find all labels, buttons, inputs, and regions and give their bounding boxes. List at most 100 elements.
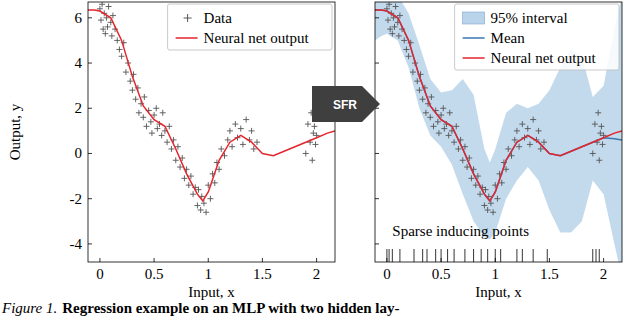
x-tick-label: 1 — [205, 266, 213, 282]
data-point — [403, 46, 409, 52]
y-tick — [375, 17, 379, 18]
x-tick — [386, 258, 387, 262]
data-point — [453, 123, 459, 129]
inducing-point — [522, 249, 523, 262]
data-point — [385, 17, 391, 23]
data-point — [127, 78, 133, 84]
y-axis-label: Output, y — [7, 103, 23, 160]
data-point — [596, 157, 602, 163]
data-point — [455, 146, 461, 152]
x-tick-label: 0 — [96, 266, 104, 282]
data-point — [133, 96, 139, 102]
x-tick — [154, 258, 155, 262]
data-point — [149, 130, 155, 136]
data-point — [488, 200, 494, 206]
x-tick-label: 0.5 — [432, 266, 451, 282]
data-point — [311, 123, 317, 129]
inducing-point — [464, 249, 465, 262]
data-point — [440, 105, 446, 111]
plot-area — [375, 2, 622, 262]
x-tick — [208, 258, 209, 262]
inducing-point — [454, 249, 455, 262]
inducing-point — [599, 249, 600, 262]
x-tick-label: 1.5 — [540, 266, 559, 282]
data-point — [389, 31, 395, 37]
frame — [375, 2, 622, 262]
x-axis-label: Input, x — [188, 284, 235, 300]
x-tick-label: 0 — [383, 266, 391, 282]
data-point — [447, 110, 453, 116]
line — [88, 10, 335, 201]
data-point — [129, 87, 135, 93]
legend-line — [463, 37, 485, 39]
data-point — [98, 17, 104, 23]
data-point — [238, 126, 244, 132]
legend-label: Data — [204, 10, 233, 26]
x-tick — [549, 258, 550, 262]
inducing-point — [392, 249, 393, 262]
data-point — [436, 130, 442, 136]
data-point — [240, 141, 246, 147]
arrow-label: SFR — [333, 98, 357, 112]
data-point — [396, 33, 402, 39]
y-tick — [88, 63, 92, 64]
data-point — [254, 139, 260, 145]
y-tick-label: 2 — [75, 100, 83, 116]
figure: 00.511.52-4-20246Input, xOutput, yDataNe… — [0, 0, 640, 317]
data-point — [406, 53, 412, 59]
data-point — [144, 123, 150, 129]
data-point — [595, 110, 601, 116]
data-point — [106, 4, 112, 10]
y-tick — [88, 17, 92, 18]
data-point — [243, 117, 249, 123]
y-tick-label: -2 — [70, 191, 83, 207]
x-tick-label: 1.5 — [253, 266, 272, 282]
data-point — [519, 121, 525, 127]
data-point — [218, 146, 224, 152]
data-point — [198, 207, 204, 213]
x-tick — [262, 258, 263, 262]
x-tick — [495, 258, 496, 262]
data-point — [386, 2, 392, 7]
data-point — [393, 4, 399, 10]
inducing-point — [389, 249, 390, 262]
inducing-point — [427, 249, 428, 262]
inducing-point — [414, 249, 415, 262]
caption-text: Regression example on an MLP with two hi… — [62, 300, 399, 316]
y-tick-label: -4 — [70, 236, 83, 252]
data-point — [481, 202, 487, 208]
data-point — [516, 144, 522, 150]
y-tick — [88, 243, 92, 244]
data-point — [249, 128, 255, 134]
data-point — [166, 123, 172, 129]
data-point — [181, 175, 187, 181]
data-point — [119, 53, 125, 59]
legend-label: Neural net output — [204, 30, 310, 46]
data-point — [494, 196, 500, 202]
inducing-point — [500, 249, 501, 262]
data-point — [527, 141, 533, 147]
x-tick — [441, 258, 442, 262]
data-point — [490, 209, 496, 215]
inducing-point — [435, 249, 436, 262]
data-point — [477, 191, 483, 197]
caption: Figure 1.Regression example on an MLP wi… — [1, 300, 400, 316]
data-point — [485, 207, 491, 213]
data-point — [431, 123, 437, 129]
inducing-point — [399, 249, 400, 262]
inducing-point — [487, 249, 488, 262]
data-point — [99, 2, 105, 7]
data-point — [303, 150, 309, 156]
data-point — [468, 175, 474, 181]
y-tick-label: 6 — [75, 10, 83, 26]
x-tick-label: 2 — [600, 266, 608, 282]
data-point — [541, 139, 547, 145]
data-point — [313, 141, 319, 147]
data-point — [123, 69, 129, 75]
legend-label: Mean — [491, 30, 526, 46]
data-point — [309, 157, 315, 163]
inducing-point — [422, 249, 423, 262]
x-tick — [99, 258, 100, 262]
legend-box — [168, 4, 332, 50]
data-point — [168, 146, 174, 152]
